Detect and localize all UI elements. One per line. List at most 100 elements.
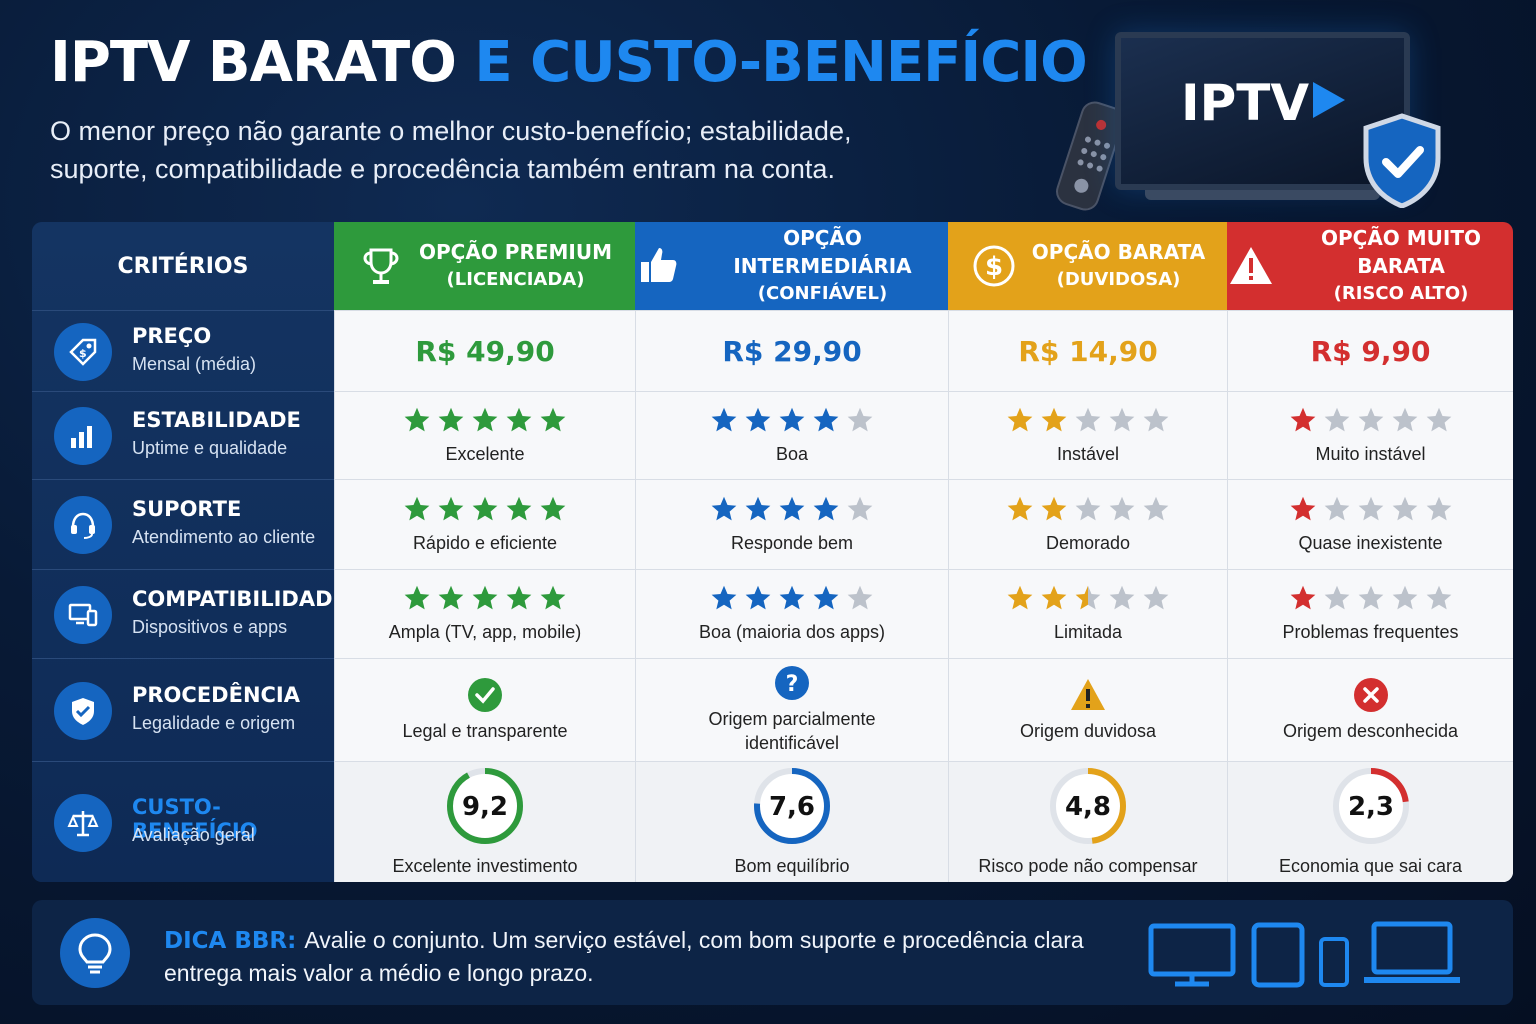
laptop-icon — [1364, 921, 1460, 983]
compat-label: Problemas frequentes — [1282, 622, 1459, 642]
star-rating — [1006, 495, 1170, 523]
star-icon — [472, 496, 498, 520]
star-rating — [1289, 406, 1453, 434]
score-cell: 2,3 Economia que sai cara — [1227, 761, 1513, 882]
support-label: Quase inexistente — [1298, 532, 1443, 553]
star-icon — [1041, 585, 1067, 610]
tip-body: Avalie o conjunto. Um serviço estável, c… — [164, 927, 1084, 986]
price-cell: R$ 9,90 — [1227, 310, 1513, 391]
svg-text:$: $ — [985, 252, 1003, 282]
option-name: OPÇÃO MUITO BARATA — [1320, 226, 1481, 278]
star-icon — [745, 407, 771, 431]
warning-triangle-icon — [1230, 247, 1272, 284]
option-subtitle: (RISCO ALTO) — [1333, 283, 1469, 304]
option-name: OPÇÃO INTERMEDIÁRIA — [733, 226, 912, 278]
origin-cell: ? Origem parcialmente identificável — [635, 658, 948, 761]
support-cell: Quase inexistente — [1227, 479, 1513, 569]
star-icon — [1358, 496, 1383, 520]
star-rating — [403, 495, 567, 523]
cross-circle-icon — [1353, 678, 1388, 712]
score-cell: 9,2 Excelente investimento — [334, 761, 635, 882]
star-icon — [779, 585, 805, 610]
star-icon — [1109, 407, 1135, 431]
criteria-subtitle: Avaliação geral — [132, 824, 255, 845]
star-icon — [438, 585, 464, 610]
criteria-subtitle: Mensal (média) — [132, 353, 257, 374]
star-icon — [1324, 585, 1349, 610]
table-body: R$ 49,90 Excelente Rápido e eficiente Ampla… — [334, 310, 1513, 882]
score-label: Excelente investimento — [392, 856, 578, 876]
price-value: R$ 29,90 — [722, 334, 862, 368]
price-cell: R$ 29,90 — [635, 310, 948, 391]
tip-label: DICA BBR: — [164, 928, 297, 954]
stability-label: Boa — [775, 443, 809, 464]
origin-label: Origem desconhecida — [1282, 721, 1459, 741]
origin-label: Origem duvidosa — [1019, 721, 1157, 741]
support-cell: Rápido e eficiente — [334, 479, 635, 569]
star-icon — [1007, 585, 1033, 610]
star-icon — [1143, 407, 1169, 431]
star-icon — [813, 496, 839, 520]
star-icon — [745, 496, 771, 520]
star-icon — [1041, 407, 1067, 431]
star-icon — [1075, 496, 1101, 520]
criteria-title: ESTABILIDADE — [132, 408, 301, 432]
play-icon — [1313, 82, 1345, 118]
star-icon — [711, 407, 737, 431]
star-icon — [1392, 496, 1417, 520]
stability-cell: Muito instável — [1227, 391, 1513, 479]
devices-icon — [54, 585, 112, 644]
support-label: Rápido e eficiente — [412, 532, 558, 553]
option-subtitle: (CONFIÁVEL) — [757, 283, 888, 304]
star-icon — [1007, 496, 1033, 520]
headset-icon — [54, 496, 112, 554]
compat-cell: Ampla (TV, app, mobile) — [334, 569, 635, 658]
star-icon — [438, 407, 464, 431]
star-icon — [1426, 585, 1451, 610]
score-value: 2,3 — [1347, 792, 1393, 822]
star-icon — [404, 496, 430, 520]
star-icon — [1143, 496, 1169, 520]
star-icon — [1075, 585, 1101, 610]
score-cell: 4,8 Risco pode não compensar — [948, 761, 1227, 882]
page-title: IPTV BARATO E CUSTO-BENEFÍCIO — [50, 30, 1088, 95]
option-subtitle: (LICENCIADA) — [446, 269, 585, 290]
star-icon — [1290, 585, 1315, 610]
star-icon — [1358, 407, 1383, 431]
stability-label: Excelente — [445, 443, 525, 464]
option-subtitle: (DUVIDOSA) — [1056, 269, 1181, 290]
bar-chart-icon — [54, 407, 112, 465]
star-icon — [847, 496, 873, 520]
star-icon — [506, 407, 532, 431]
stability-label: Instável — [1056, 443, 1120, 464]
star-icon — [540, 496, 566, 520]
price-value: R$ 14,90 — [1018, 334, 1158, 368]
criteria-row: COMPATIBILIDADE Dispositivos e apps — [32, 569, 347, 658]
support-cell: Demorado — [948, 479, 1227, 569]
trophy-icon — [363, 248, 399, 284]
origin-cell: Origem duvidosa — [948, 658, 1227, 761]
option-name: OPÇÃO PREMIUM — [419, 240, 612, 264]
origin-cell: Origem desconhecida — [1227, 658, 1513, 761]
star-icon — [1075, 407, 1101, 431]
stability-label: Muito instável — [1315, 443, 1426, 464]
tv-label: IPTV — [1181, 74, 1310, 132]
support-label: Demorado — [1045, 532, 1131, 553]
star-rating — [710, 495, 874, 523]
warning-triangle-icon — [1071, 679, 1105, 710]
star-icon — [404, 407, 430, 431]
tv-illustration: IPTV — [1115, 32, 1410, 202]
compat-label: Boa (maioria dos apps) — [698, 622, 886, 642]
star-icon — [1290, 496, 1315, 520]
price-tag-icon: $ — [54, 322, 112, 381]
shield-check-icon — [54, 681, 112, 740]
title-part-1: IPTV BARATO — [50, 30, 475, 95]
score-ring: 4,8 — [1050, 768, 1126, 844]
check-circle-icon — [468, 678, 502, 712]
thumbs-up-icon — [641, 248, 677, 282]
star-icon — [779, 407, 805, 431]
score-cell: 7,6 Bom equilíbrio — [635, 761, 948, 882]
stability-cell: Instável — [948, 391, 1227, 479]
comparison-table: CRITÉRIOS $ PREÇO Mensal (média) ESTABILIDA… — [32, 222, 1513, 882]
score-ring: 2,3 — [1332, 768, 1409, 844]
